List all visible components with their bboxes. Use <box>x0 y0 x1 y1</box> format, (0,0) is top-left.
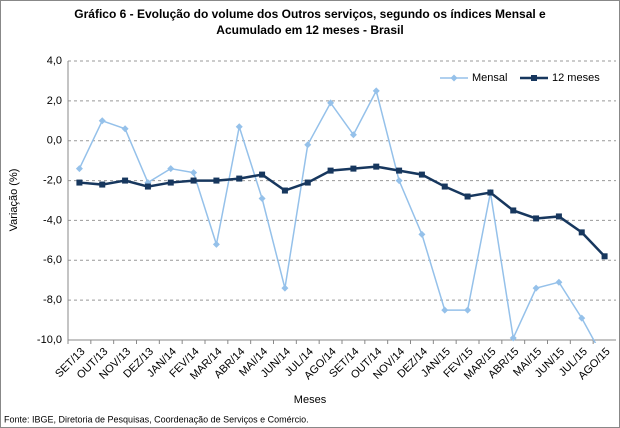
y-axis-label: Variação (%) <box>8 169 20 232</box>
marker <box>464 306 472 314</box>
marker <box>327 99 335 107</box>
y-tick-label: 2,0 <box>47 95 62 107</box>
marker <box>235 123 243 131</box>
marker <box>327 167 334 174</box>
marker <box>121 125 129 133</box>
marker <box>75 165 83 173</box>
marker <box>259 171 266 178</box>
legend-marker <box>450 74 458 82</box>
marker <box>304 141 312 149</box>
line <box>78 88 597 343</box>
legend-label: Mensal <box>472 72 507 84</box>
marker <box>236 175 243 182</box>
line <box>79 165 606 258</box>
marker <box>464 193 471 200</box>
marker <box>441 183 448 190</box>
chart-title: Gráfico 6 - Evolução do volume dos Outro… <box>74 7 546 21</box>
marker <box>418 171 425 178</box>
marker <box>555 278 563 286</box>
marker <box>349 131 357 139</box>
y-tick-label: -6,0 <box>43 254 62 266</box>
marker <box>601 253 608 260</box>
marker <box>281 187 288 194</box>
chart-title: Acumulado em 12 meses - Brasil <box>216 23 403 37</box>
marker <box>373 163 380 170</box>
marker <box>441 306 449 314</box>
marker <box>213 177 220 184</box>
y-tick-label: -10,0 <box>37 334 62 346</box>
marker <box>395 177 403 185</box>
marker <box>98 117 106 125</box>
marker <box>532 284 540 292</box>
legend-marker <box>531 75 537 81</box>
marker <box>99 181 106 188</box>
marker <box>555 213 562 220</box>
marker <box>350 165 357 172</box>
legend-label: 12 meses <box>552 72 600 84</box>
plot <box>75 87 608 343</box>
marker <box>509 334 517 342</box>
y-tick-label: -2,0 <box>43 174 62 186</box>
marker <box>258 195 266 203</box>
marker <box>396 167 403 174</box>
marker <box>418 230 426 238</box>
marker <box>578 314 586 322</box>
marker <box>122 177 129 184</box>
marker <box>281 284 289 292</box>
marker <box>487 189 494 196</box>
marker <box>372 87 380 95</box>
y-tick-label: -4,0 <box>43 214 62 226</box>
x-axis-label: Meses <box>294 394 327 406</box>
marker <box>144 183 151 190</box>
source: Fonte: IBGE, Diretoria de Pesquisas, Coo… <box>4 414 309 424</box>
marker <box>212 240 220 248</box>
y-tick-label: -8,0 <box>43 294 62 306</box>
marker <box>578 229 585 236</box>
marker <box>190 169 198 177</box>
marker <box>304 179 311 186</box>
marker <box>533 215 540 222</box>
marker <box>167 179 174 186</box>
marker <box>190 177 197 184</box>
y-tick-label: 0,0 <box>47 135 62 147</box>
marker <box>510 207 517 214</box>
y-tick-label: 4,0 <box>47 55 62 67</box>
marker <box>167 165 175 173</box>
marker <box>76 179 83 186</box>
